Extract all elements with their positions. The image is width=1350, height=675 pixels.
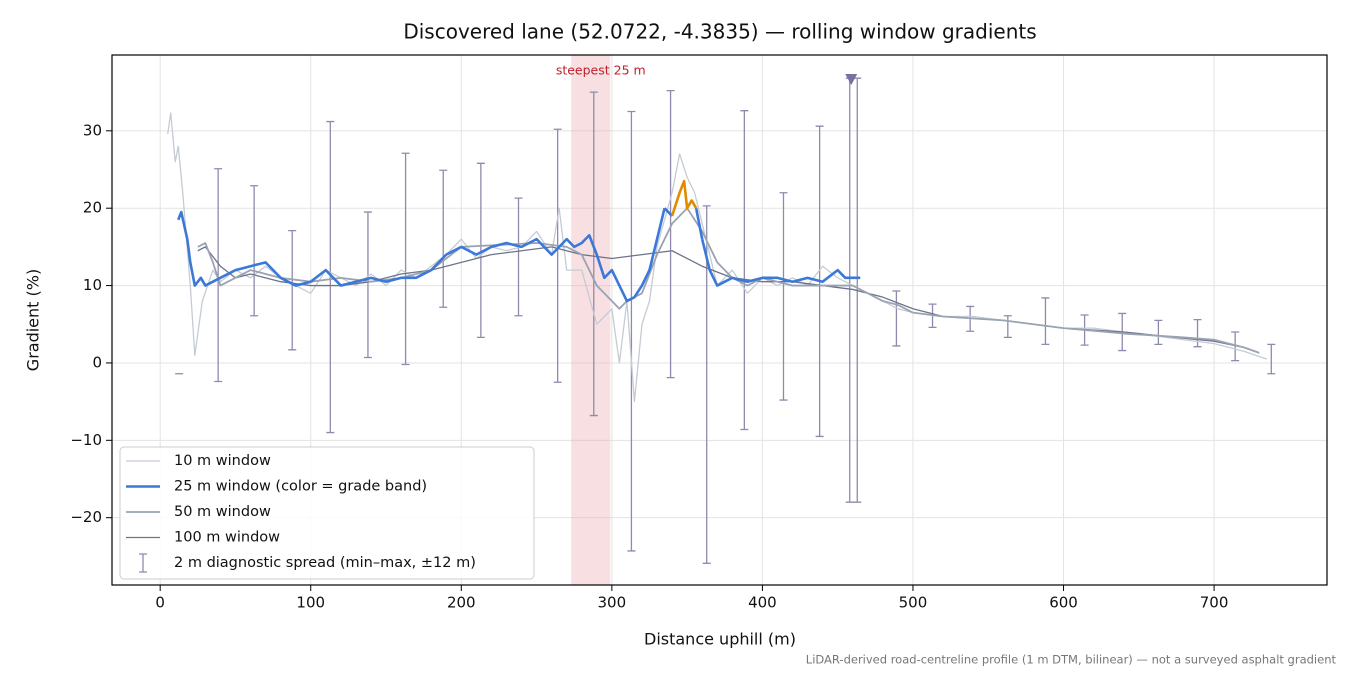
y-axis-label: Gradient (%) bbox=[24, 269, 43, 371]
error-bar bbox=[553, 128, 562, 383]
x-tick-label: 200 bbox=[447, 594, 476, 612]
x-tick-label: 700 bbox=[1200, 594, 1229, 612]
legend-label: 25 m window (color = grade band) bbox=[174, 479, 427, 495]
footnote: LiDAR-derived road-centreline profile (1… bbox=[806, 653, 1337, 667]
series-line bbox=[167, 112, 1267, 403]
error-bar bbox=[666, 89, 675, 379]
error-bar bbox=[845, 77, 854, 503]
error-bar bbox=[439, 169, 448, 308]
x-tick-label: 100 bbox=[296, 594, 325, 612]
plot-frame bbox=[111, 54, 1328, 586]
line-joint bbox=[663, 207, 674, 217]
error-bar bbox=[1154, 319, 1163, 346]
error-bar bbox=[1267, 343, 1276, 375]
error-bar bbox=[476, 162, 485, 339]
legend-label: 2 m diagnostic spread (min–max, ±12 m) bbox=[174, 555, 476, 571]
legend-swatch bbox=[139, 553, 147, 573]
error-bar bbox=[1231, 331, 1240, 362]
error-bar bbox=[214, 168, 223, 383]
error-bar bbox=[326, 120, 335, 434]
y-tick-label: 10 bbox=[83, 276, 102, 294]
error-bar bbox=[627, 110, 636, 552]
x-tick-label: 500 bbox=[899, 594, 928, 612]
error-bar bbox=[250, 185, 259, 317]
error-bar bbox=[702, 205, 711, 564]
x-tick-label: 300 bbox=[598, 594, 627, 612]
error-bar bbox=[779, 192, 788, 401]
span-label: steepest 25 m bbox=[556, 63, 646, 78]
error-bar bbox=[401, 152, 410, 366]
x-tick-label: 600 bbox=[1049, 594, 1078, 612]
y-tick-label: 0 bbox=[92, 353, 102, 371]
legend-label: 10 m window bbox=[174, 453, 271, 469]
legend-box bbox=[119, 446, 535, 580]
line-joint bbox=[694, 207, 704, 240]
x-tick-label: 0 bbox=[155, 594, 165, 612]
error-bar bbox=[740, 110, 749, 431]
error-bar bbox=[892, 290, 901, 347]
error-bar bbox=[1003, 315, 1012, 339]
y-tick-label: 30 bbox=[83, 121, 102, 139]
error-bar bbox=[1041, 297, 1050, 346]
error-bar bbox=[288, 229, 297, 351]
error-bar bbox=[363, 211, 372, 359]
x-tick-label: 400 bbox=[748, 594, 777, 612]
error-bar bbox=[514, 197, 523, 317]
series-line bbox=[700, 238, 861, 287]
series-line bbox=[670, 179, 698, 217]
marker bbox=[845, 73, 858, 85]
chart-title: Discovered lane (52.0722, -4.3835) — rol… bbox=[403, 20, 1036, 44]
y-tick-label: −10 bbox=[70, 431, 102, 449]
legend-label: 100 m window bbox=[174, 530, 280, 546]
legend-label: 50 m window bbox=[174, 504, 271, 520]
series-line bbox=[197, 246, 1245, 349]
y-tick-label: 20 bbox=[83, 199, 102, 217]
x-axis-label: Distance uphill (m) bbox=[644, 630, 796, 649]
highlight-span bbox=[571, 55, 611, 585]
series-line bbox=[197, 207, 1260, 354]
series-line bbox=[177, 207, 666, 303]
error-bar bbox=[589, 91, 598, 417]
y-tick-label: −20 bbox=[70, 508, 102, 526]
error-bar bbox=[1193, 318, 1202, 348]
